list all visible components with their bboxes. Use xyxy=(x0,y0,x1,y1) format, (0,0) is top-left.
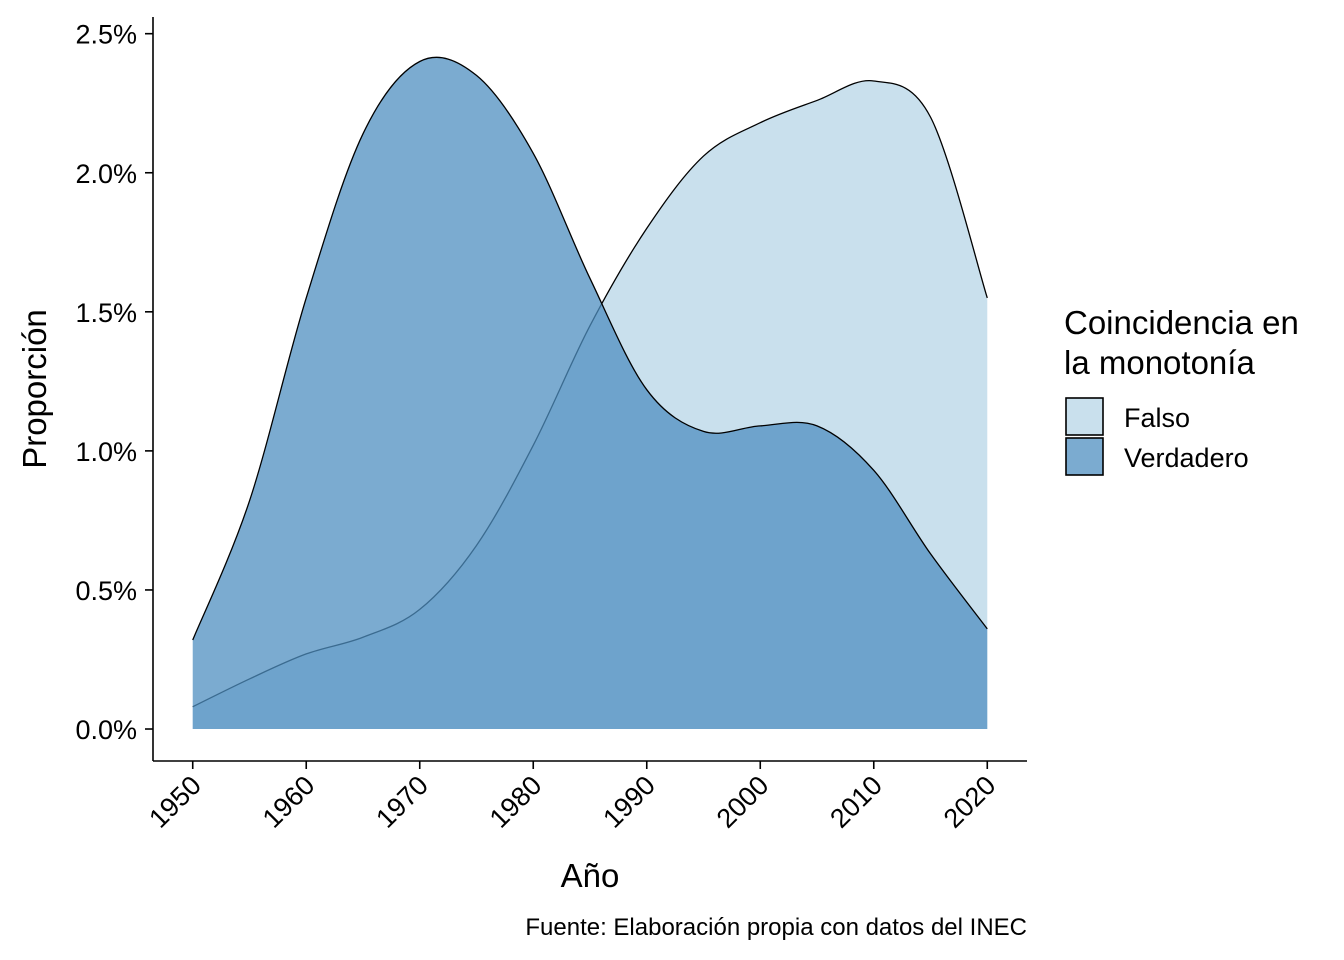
area-verdadero xyxy=(192,57,988,730)
x-tick-label: 1960 xyxy=(257,770,321,834)
y-axis-title: Proporción xyxy=(16,309,53,469)
legend-items: Falso Verdadero xyxy=(1065,397,1249,476)
x-axis-title: Año xyxy=(561,857,620,894)
y-tick-label: 0.5% xyxy=(75,576,137,606)
y-axis-ticks: 0.0% 0.5% 1.0% 1.5% 2.0% 2.5% xyxy=(75,20,153,745)
legend-label-falso: Falso xyxy=(1124,403,1190,433)
y-tick-label: 1.0% xyxy=(75,437,137,467)
x-axis-ticks: 1950 1960 1970 1980 1990 2000 2010 2020 xyxy=(143,761,1002,834)
x-tick-label: 1990 xyxy=(597,770,661,834)
y-tick-label: 2.5% xyxy=(75,20,137,50)
plot-areas xyxy=(192,56,988,730)
legend-title-line-1: Coincidencia en xyxy=(1064,304,1299,341)
legend-label-verdadero: Verdadero xyxy=(1124,443,1249,473)
x-tick-label: 2010 xyxy=(824,770,888,834)
x-tick-label: 1950 xyxy=(143,770,207,834)
x-tick-label: 1980 xyxy=(484,770,548,834)
y-tick-label: 1.5% xyxy=(75,298,137,328)
y-tick-label: 0.0% xyxy=(75,715,137,745)
x-tick-label: 1970 xyxy=(370,770,434,834)
chart-caption: Fuente: Elaboración propia con datos del… xyxy=(525,914,1027,941)
x-tick-label: 2020 xyxy=(938,770,1002,834)
y-tick-label: 2.0% xyxy=(75,159,137,189)
legend-key-falso xyxy=(1065,397,1104,436)
legend: Coincidencia en la monotonía Falso Verdad… xyxy=(1064,304,1299,476)
legend-key-verdadero xyxy=(1065,437,1104,476)
line-verdadero xyxy=(192,56,988,641)
legend-title-line-2: la monotonía xyxy=(1064,344,1255,381)
x-tick-label: 2000 xyxy=(711,770,775,834)
